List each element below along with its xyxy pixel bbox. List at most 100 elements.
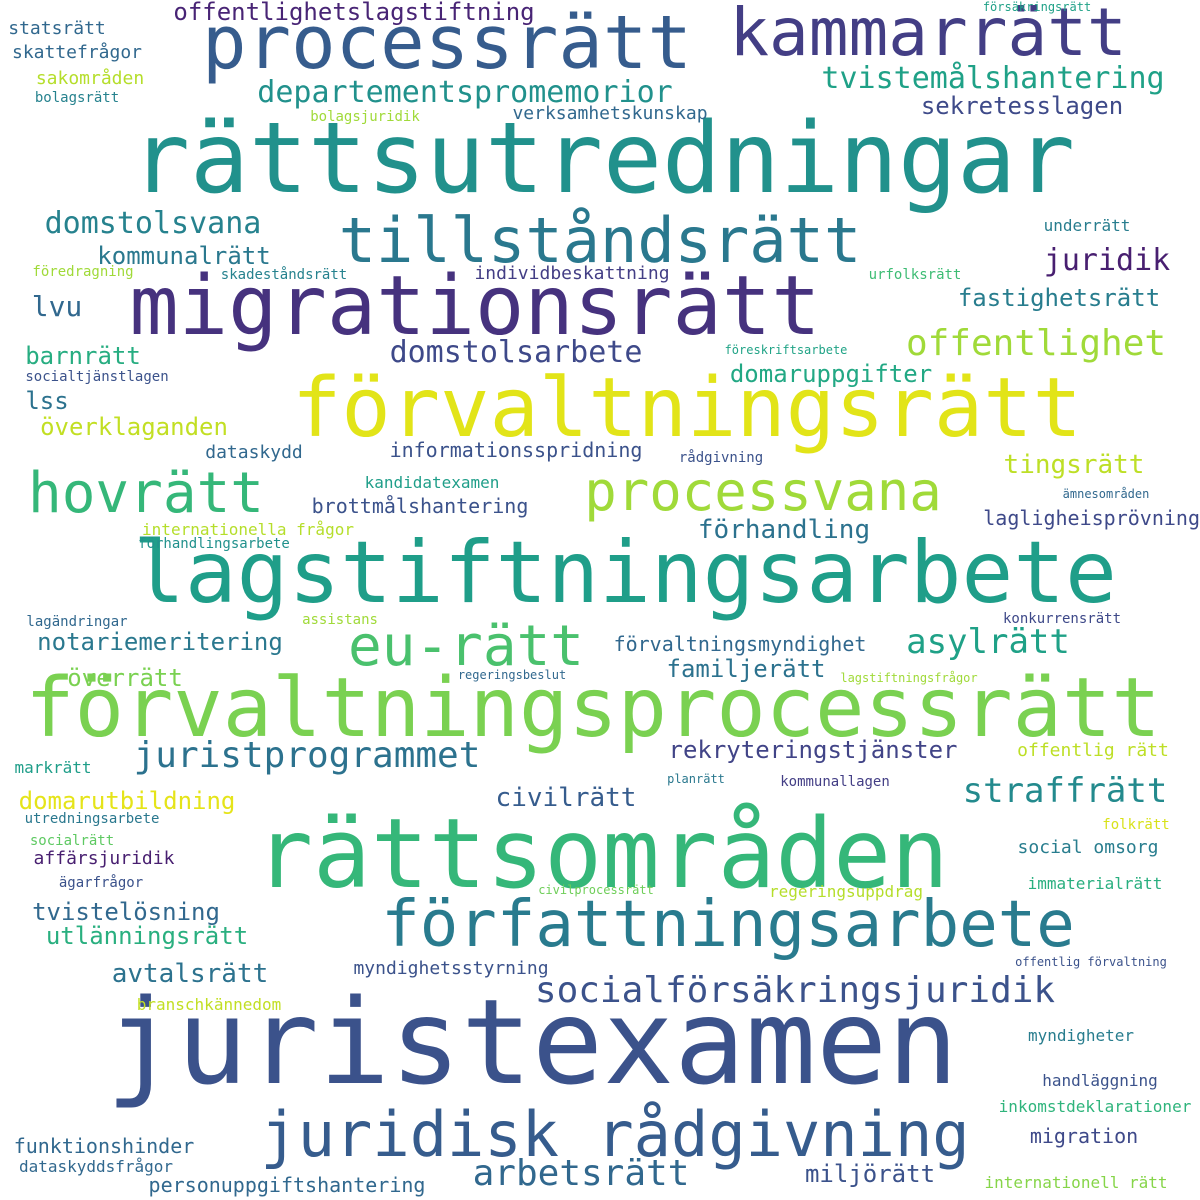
cloud-word: personuppgiftshantering [148,1173,426,1197]
cloud-word: straffrätt [962,771,1168,811]
cloud-word: tvistemålshantering [821,61,1165,96]
cloud-word: regeringsuppdrag [768,882,924,901]
cloud-word: författningsarbete [381,888,1075,962]
cloud-word: skadeståndsrätt [220,267,348,283]
cloud-word: domstolsvana [44,206,262,241]
cloud-word: lvu [31,290,83,323]
cloud-word: familjerätt [666,655,826,683]
cloud-word: immaterialrätt [1027,874,1163,893]
cloud-word: social omsorg [1017,837,1159,858]
cloud-word: handläggning [1042,1071,1158,1090]
cloud-word: tingsrätt [1003,450,1145,480]
cloud-word: tillståndsrätt [338,204,862,277]
cloud-word: regeringsbeslut [457,668,567,682]
cloud-word: föreskriftsarbete [724,343,848,357]
cloud-word: kommunalrätt [97,242,271,270]
cloud-word: domstolsarbete [389,335,643,370]
cloud-word: sekretesslagen [920,92,1124,120]
cloud-word: rättsområden [255,798,949,910]
cloud-word: domaruppgifter [729,360,933,388]
cloud-word: lagligheisprövning [983,506,1200,530]
cloud-word: rådgivning [678,450,764,466]
cloud-word: skattefrågor [11,42,143,63]
cloud-word: funktionshinder [13,1134,195,1158]
cloud-word: försäkringsrätt [982,0,1092,14]
cloud-word: tvistelösning [32,898,220,926]
cloud-word: verksamhetskunskap [512,103,708,124]
cloud-word: bolagsrätt [34,90,120,106]
cloud-word: folkrätt [1102,817,1170,833]
cloud-word: offentlig förvaltning [1015,955,1167,969]
cloud-word: avtalsrätt [111,959,269,989]
cloud-word: offentlig rätt [1017,740,1169,761]
cloud-word: lagstiftningsfrågor [840,671,978,685]
cloud-word: processrätt [201,0,693,86]
cloud-word: konkurrensrätt [1002,611,1122,627]
cloud-word: juristexamen [105,973,959,1111]
cloud-word: branschkännedom [136,995,282,1014]
cloud-word: internationell rätt [984,1173,1168,1192]
cloud-word: kammarrätt [729,0,1127,71]
cloud-word: lagstiftningsarbete [133,523,1117,623]
cloud-word: utlänningsrätt [45,922,249,950]
cloud-word: juridisk rådgivning [260,1098,970,1171]
cloud-word: statsrätt [8,18,106,39]
cloud-word: föredragning [32,264,134,280]
cloud-word: socialförsäkringsjuridik [534,970,1056,1011]
cloud-word: utredningsarbete [24,811,160,827]
cloud-word: socialrätt [29,833,115,849]
cloud-word: civilrätt [495,783,637,813]
cloud-word: rekryteringstjänster [668,736,958,764]
cloud-word: lss [25,387,69,415]
cloud-word: domarutbildning [18,787,236,815]
cloud-word: eu-rätt [347,614,585,679]
cloud-word: förhandlingsarbete [138,536,290,552]
cloud-word: förvaltningsprocessrätt [25,661,1161,756]
cloud-word: ägarfrågor [58,875,144,891]
cloud-word: planrätt [667,772,725,786]
cloud-word: informationsspridning [389,438,643,462]
cloud-word: lagändringar [26,614,128,630]
cloud-word: överrätt [67,664,183,692]
cloud-word: förhandling [697,515,871,545]
cloud-word: affärsjuridik [33,848,175,869]
cloud-word: markrätt [14,758,92,777]
cloud-word: asylrätt [906,622,1070,662]
cloud-word: juristprogrammet [133,735,481,776]
cloud-word: migration [1029,1124,1139,1148]
cloud-word: socialtjänstlagen [25,369,169,385]
cloud-word: assistans [302,612,378,628]
cloud-word: offentlighet [905,323,1167,364]
cloud-word: hovrätt [27,461,265,526]
cloud-word: sakområden [35,68,145,89]
cloud-word: kommunallagen [780,774,890,790]
cloud-word: underrätt [1043,216,1131,235]
cloud-word: internationella frågor [142,520,354,539]
cloud-word: fastighetsrätt [957,284,1161,312]
cloud-word: brottmålshantering [311,494,529,518]
cloud-word: arbetsrätt [472,1153,690,1194]
cloud-word: individbeskattning [474,263,670,284]
cloud-word: juridik [1043,243,1171,278]
cloud-word: departementspromemorior [257,75,673,110]
cloud-word: inkomstdeklarationer [998,1097,1192,1116]
cloud-word: rättsutredningar [130,102,1076,216]
cloud-word: offentlighetslagstiftning [173,0,535,26]
cloud-word: dataskyddsfrågor [18,1157,174,1176]
cloud-word: civilprocessrätt [538,883,654,897]
cloud-word: bolagsjuridik [310,109,420,125]
cloud-word: urfolksrätt [868,267,962,283]
cloud-word: ämnesområden [1062,487,1150,501]
cloud-word: barnrätt [25,342,141,370]
cloud-word: kandidatexamen [364,473,500,492]
cloud-word: processvana [584,460,942,523]
cloud-word: förvaltningsrätt [292,361,1082,456]
cloud-word: migrationsrätt [129,259,821,354]
cloud-word: förvaltningsmyndighet [613,632,867,656]
cloud-word: notariemeritering [37,628,283,656]
cloud-word: överklaganden [40,413,228,441]
cloud-word: myndigheter [1028,1026,1134,1045]
cloud-word: dataskydd [205,442,303,463]
cloud-word: myndighetsstyrning [353,958,549,979]
